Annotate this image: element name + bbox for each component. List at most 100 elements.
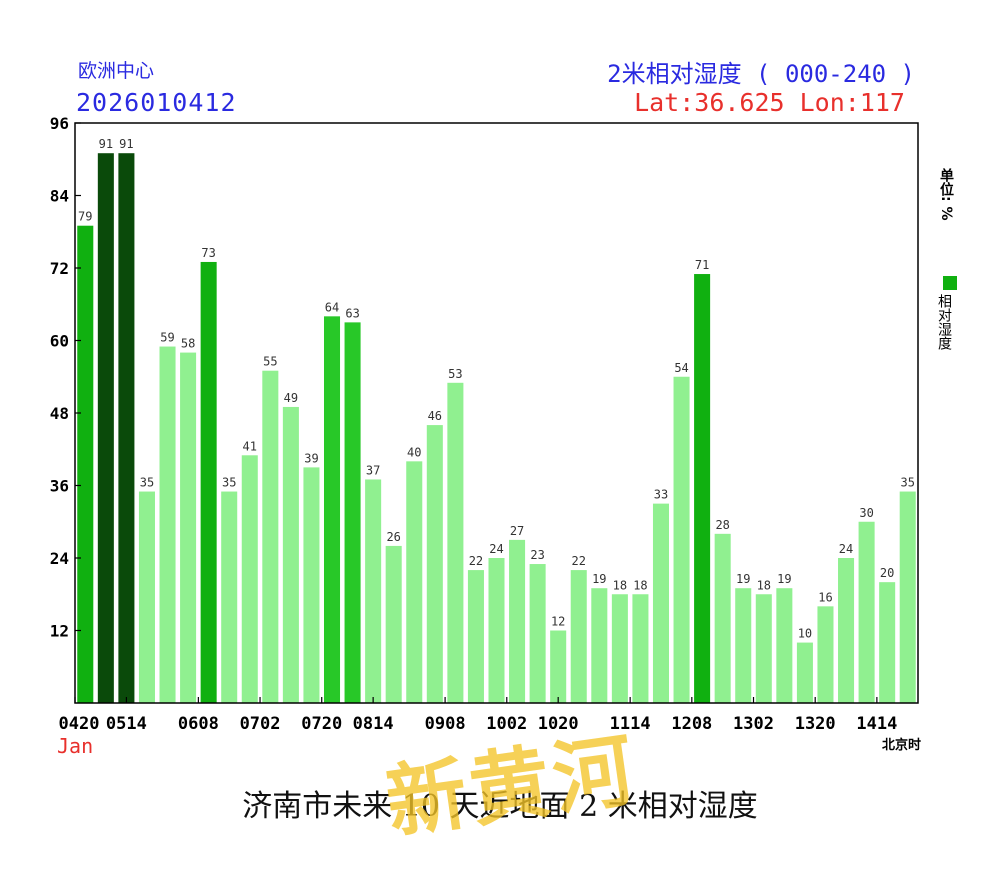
chart-title: 2米相对湿度 ( 000-240 ) <box>607 60 915 88</box>
x-tick-label: 0814 <box>353 714 394 734</box>
bar <box>591 588 608 703</box>
bar <box>426 425 443 703</box>
caption: 济南市未来 10 天近地面 2 米相对湿度 <box>242 789 758 824</box>
bar <box>180 352 197 703</box>
bar <box>529 564 546 703</box>
bar-value-label: 39 <box>304 451 318 465</box>
bar-value-label: 79 <box>78 210 92 224</box>
bar-value-label: 58 <box>181 337 195 351</box>
bar <box>611 594 628 703</box>
bar <box>858 521 875 703</box>
bar <box>899 491 916 703</box>
bar-value-label: 35 <box>140 476 154 490</box>
bar-value-label: 19 <box>736 572 750 586</box>
bar-value-label: 41 <box>243 439 257 453</box>
legend-swatch <box>943 276 957 290</box>
bar <box>817 606 834 703</box>
bar-value-label: 35 <box>900 476 914 490</box>
timezone-label: 北京时 <box>882 738 922 753</box>
bar <box>447 382 464 703</box>
bar-value-label: 63 <box>345 306 359 320</box>
x-tick-label: 1020 <box>538 714 579 734</box>
bar-value-label: 28 <box>715 518 729 532</box>
y-tick-label: 72 <box>50 259 69 278</box>
bar <box>406 461 423 703</box>
bar <box>365 479 382 703</box>
y-tick-label: 48 <box>50 404 69 423</box>
y-tick-label: 60 <box>50 332 69 351</box>
source-label: 欧洲中心 <box>78 60 155 82</box>
bar-value-label: 10 <box>798 627 812 641</box>
bar-value-label: 30 <box>859 506 873 520</box>
bar-value-label: 55 <box>263 355 277 369</box>
plot-area: 79 91 91 35 59 58 73 35 41 55 49 39 64 63 37 26 40 46 53 22… <box>50 114 919 734</box>
bar <box>77 225 94 704</box>
bar <box>282 406 299 703</box>
bar <box>385 545 402 703</box>
bar-value-label: 22 <box>469 554 483 568</box>
bar-value-label: 27 <box>510 524 524 538</box>
bar <box>879 582 896 703</box>
y-tick-label: 12 <box>50 622 69 641</box>
y-tick-label: 96 <box>50 114 69 133</box>
x-tick-label: 0608 <box>178 714 219 734</box>
bar <box>673 376 690 703</box>
bar-value-label: 37 <box>366 463 380 477</box>
run-time: 2026010412 <box>76 88 237 117</box>
x-tick-label: 1114 <box>610 714 651 734</box>
bar-value-label: 24 <box>839 542 853 556</box>
bar <box>694 274 711 703</box>
x-tick-label: 1414 <box>856 714 897 734</box>
bar <box>241 455 258 703</box>
bar <box>97 153 114 704</box>
bar <box>755 594 772 703</box>
bar <box>796 642 813 703</box>
bar-value-label: 40 <box>407 445 421 459</box>
bar <box>776 588 793 703</box>
bar <box>632 594 649 703</box>
bar-value-label: 22 <box>572 554 586 568</box>
bar <box>550 630 567 703</box>
bar-value-label: 91 <box>119 137 133 151</box>
x-tick-label: 1002 <box>486 714 527 734</box>
bar <box>570 570 587 703</box>
bar-value-label: 26 <box>386 530 400 544</box>
bar <box>200 261 217 703</box>
bar <box>221 491 238 703</box>
bar-value-label: 71 <box>695 258 709 272</box>
legend-label: 相对湿度 <box>936 294 952 350</box>
bar <box>118 153 135 704</box>
bar-value-label: 18 <box>633 578 647 592</box>
y-tick-label: 24 <box>50 549 69 568</box>
bar-value-label: 18 <box>613 578 627 592</box>
bar-value-label: 49 <box>284 391 298 405</box>
bar <box>838 558 855 703</box>
bar <box>735 588 752 703</box>
y-tick-label: 36 <box>50 477 69 496</box>
bar-value-label: 64 <box>325 300 339 314</box>
bar-value-label: 73 <box>201 246 215 260</box>
unit-label: 单位: % <box>938 168 954 221</box>
bar <box>714 533 731 703</box>
location-label: Lat:36.625 Lon:117 <box>634 88 905 117</box>
bar-value-label: 54 <box>674 361 688 375</box>
month-label: Jan <box>57 734 94 758</box>
bar-value-label: 20 <box>880 566 894 580</box>
x-tick-label: 1208 <box>671 714 712 734</box>
bar <box>488 558 505 703</box>
bar <box>262 370 279 703</box>
x-tick-label: 1320 <box>795 714 836 734</box>
bar <box>509 539 526 703</box>
x-tick-label: 0720 <box>301 714 342 734</box>
bar <box>467 570 484 703</box>
bar-value-label: 23 <box>530 548 544 562</box>
x-tick-label: 0514 <box>106 714 147 734</box>
bar <box>344 322 361 703</box>
bar-value-label: 59 <box>160 331 174 345</box>
bar-value-label: 24 <box>489 542 503 556</box>
y-tick-label: 84 <box>50 187 69 206</box>
bar <box>323 316 341 703</box>
bar-value-label: 53 <box>448 367 462 381</box>
bar-value-label: 19 <box>777 572 791 586</box>
